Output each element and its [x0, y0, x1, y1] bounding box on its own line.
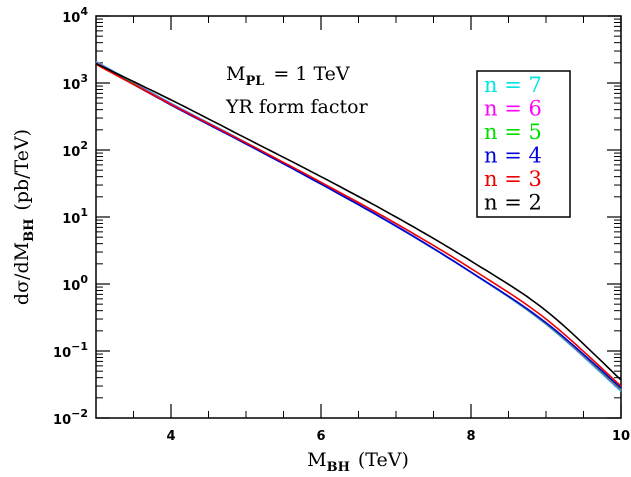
y-tick-label: 10−1	[53, 340, 88, 361]
y-axis-title: dσ/dMBH(pb/TeV)	[11, 129, 37, 305]
legend-entry: n = 6	[484, 97, 542, 121]
x-tick-label: 10	[612, 429, 630, 444]
annotation-form-factor: YR form factor	[225, 96, 369, 118]
legend-entry: n = 7	[484, 73, 542, 97]
legend-entry: n = 4	[484, 144, 542, 168]
annotation-mpl: MPL = 1 TeV	[226, 63, 350, 89]
series-line-n2	[95, 62, 622, 381]
legend-entries: n = 7n = 6n = 5n = 4n = 3n = 2	[484, 73, 542, 215]
legend-box	[476, 70, 571, 218]
y-tick-label: 10−2	[53, 407, 88, 428]
y-tick-label: 103	[62, 72, 88, 93]
y-tick-label: 101	[62, 206, 88, 227]
y-tick-label: 100	[62, 273, 88, 294]
legend-entry: n = 5	[484, 120, 542, 144]
legend-entry: n = 2	[484, 191, 542, 215]
tick-labels: 4 6 8 10 10−2 10−1 100 101 102 103 104	[53, 5, 630, 444]
series-lines	[95, 60, 622, 392]
axis-ticks	[95, 15, 622, 419]
legend: n = 7n = 6n = 5n = 4n = 3n = 2	[476, 70, 571, 218]
x-tick-label: 4	[166, 429, 175, 444]
legend-entry: n = 3	[484, 167, 542, 191]
y-tick-label: 102	[62, 139, 88, 160]
x-axis-title: MBH (TeV)	[307, 449, 409, 475]
y-tick-label: 104	[62, 5, 88, 26]
x-tick-label: 8	[466, 429, 475, 444]
series-line-n3	[95, 63, 622, 387]
x-tick-label: 6	[316, 429, 325, 444]
